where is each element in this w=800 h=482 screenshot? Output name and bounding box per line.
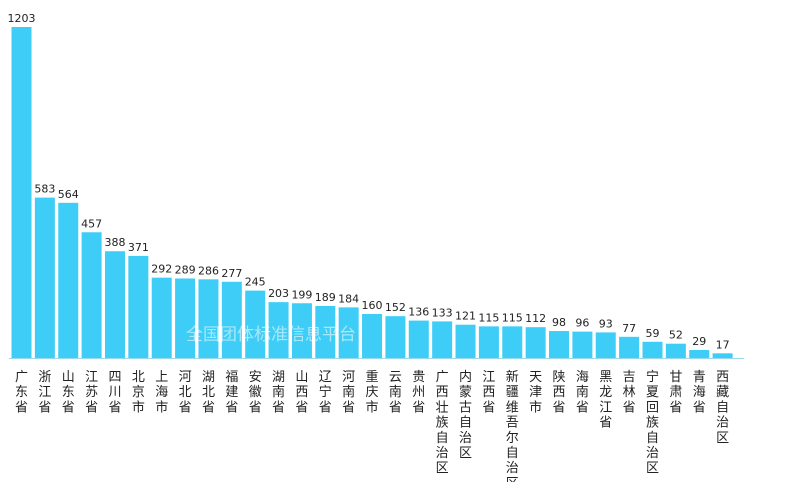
category-label: 吉林省 [623, 370, 636, 415]
bar [175, 278, 196, 358]
category-label: 陕西省 [553, 370, 566, 415]
value-label: 277 [221, 267, 242, 280]
category-label: 青海省 [693, 370, 706, 415]
category-label: 江西省 [482, 370, 495, 415]
category-label: 四川省 [108, 370, 121, 415]
value-label: 59 [645, 327, 659, 340]
value-label: 77 [622, 322, 636, 335]
category-label: 海南省 [576, 370, 589, 415]
category-labels-group: 广东省浙江省山东省江苏省四川省北京市上海市河北省湖北省福建省安徽省湖南省山西省辽… [15, 369, 729, 482]
bar [198, 279, 219, 358]
value-label: 289 [175, 263, 196, 276]
value-label: 564 [58, 188, 79, 201]
bar [58, 202, 79, 358]
category-label: 西藏自治区 [716, 370, 729, 446]
bar [595, 332, 616, 358]
bar [572, 331, 593, 358]
bars-group [11, 27, 733, 358]
category-label: 上海市 [155, 370, 168, 415]
category-label: 广东省 [15, 370, 28, 415]
category-label: 内蒙古自治区 [459, 369, 472, 461]
category-label: 天津市 [529, 370, 542, 415]
value-label: 98 [552, 316, 566, 329]
category-label: 山东省 [62, 370, 75, 415]
bar [689, 350, 710, 358]
value-label: 160 [362, 299, 383, 312]
value-label: 199 [291, 288, 312, 301]
value-label: 203 [268, 287, 289, 300]
value-label: 388 [104, 236, 125, 249]
bar [525, 327, 546, 358]
bar [502, 326, 523, 358]
bar [151, 277, 172, 358]
bar [712, 353, 733, 358]
bar [268, 302, 289, 358]
value-label: 1203 [8, 12, 36, 25]
bar [478, 326, 499, 358]
category-label: 重庆市 [366, 369, 379, 415]
value-label: 93 [599, 317, 613, 330]
value-label: 245 [245, 276, 266, 289]
value-label: 371 [128, 241, 149, 254]
bar [104, 251, 125, 358]
bar [385, 316, 406, 358]
value-label: 184 [338, 292, 359, 305]
value-label: 121 [455, 310, 476, 323]
value-label: 189 [315, 291, 336, 304]
value-label: 115 [478, 311, 499, 324]
value-label: 136 [408, 306, 429, 319]
category-label: 河北省 [179, 370, 192, 415]
bar [455, 324, 476, 358]
category-label: 安徽省 [249, 370, 262, 415]
value-label: 17 [716, 338, 730, 351]
bar [81, 232, 102, 358]
value-label: 29 [692, 335, 706, 348]
value-label: 292 [151, 263, 172, 276]
value-label: 583 [34, 183, 55, 196]
category-label: 福建省 [225, 370, 238, 415]
category-label: 广西壮族自治区 [436, 370, 449, 476]
value-label: 52 [669, 329, 683, 342]
category-label: 江苏省 [85, 370, 98, 415]
category-label: 新疆维吾尔自治区 [506, 369, 519, 482]
category-label: 河南省 [342, 370, 355, 415]
category-label: 云南省 [389, 370, 402, 415]
bar [619, 336, 640, 358]
category-label: 甘肃省 [669, 370, 682, 415]
category-label: 辽宁省 [319, 370, 332, 415]
bar [432, 321, 453, 358]
bar [11, 27, 32, 358]
bar [221, 281, 242, 358]
bar [362, 313, 383, 358]
category-label: 山西省 [295, 370, 308, 415]
bar [338, 307, 359, 358]
bar [34, 197, 55, 358]
value-label: 457 [81, 217, 102, 230]
value-label: 133 [432, 306, 453, 319]
value-label: 115 [502, 311, 523, 324]
category-label: 贵州省 [412, 370, 425, 415]
category-label: 湖北省 [202, 370, 215, 415]
value-label: 286 [198, 264, 219, 277]
value-label: 112 [525, 312, 546, 325]
value-label: 96 [575, 317, 589, 330]
bar [128, 255, 149, 358]
bar [642, 341, 663, 358]
bar [245, 290, 266, 358]
bar [291, 303, 312, 358]
category-label: 黑龙江省 [599, 370, 612, 431]
watermark: 全国团体标准信息平台 [186, 325, 356, 345]
bar [315, 306, 336, 358]
bar [408, 320, 429, 358]
value-label: 152 [385, 301, 406, 314]
category-label: 湖南省 [272, 370, 285, 415]
bar [549, 331, 570, 358]
bar [665, 343, 686, 358]
category-label: 北京市 [132, 370, 145, 415]
category-label: 浙江省 [38, 370, 51, 415]
category-label: 宁夏回族自治区 [646, 369, 659, 476]
